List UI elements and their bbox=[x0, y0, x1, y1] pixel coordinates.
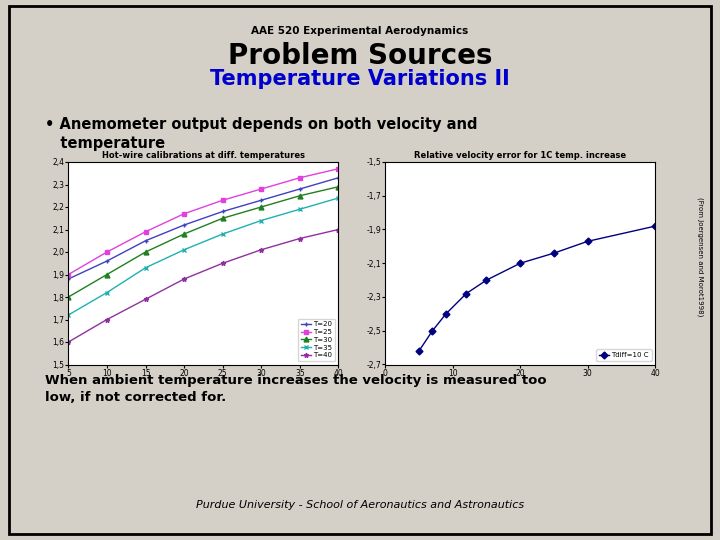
Line: T=25: T=25 bbox=[66, 166, 341, 277]
T=20 bbox=[180, 222, 189, 228]
T=35 bbox=[64, 312, 73, 318]
Tdiff=10 C bbox=[482, 277, 491, 284]
T=30 bbox=[218, 215, 227, 221]
Line: Tdiff=10 C: Tdiff=10 C bbox=[416, 224, 657, 354]
T=35 bbox=[180, 247, 189, 253]
T=30 bbox=[64, 294, 73, 300]
T=25 bbox=[141, 228, 150, 235]
T=25 bbox=[180, 211, 189, 217]
Line: T=30: T=30 bbox=[66, 184, 341, 300]
Text: temperature: temperature bbox=[45, 136, 165, 151]
Text: • Anemometer output depends on both velocity and: • Anemometer output depends on both velo… bbox=[45, 117, 477, 132]
T=35 bbox=[257, 217, 266, 224]
T=40 bbox=[257, 247, 266, 253]
T=40 bbox=[180, 276, 189, 282]
T=40 bbox=[64, 339, 73, 345]
Tdiff=10 C bbox=[415, 348, 423, 354]
T=25 bbox=[64, 271, 73, 278]
T=20 bbox=[141, 238, 150, 244]
T=30 bbox=[334, 184, 343, 190]
Tdiff=10 C bbox=[516, 260, 525, 266]
Tdiff=10 C bbox=[428, 327, 437, 334]
T=30 bbox=[141, 249, 150, 255]
Line: T=40: T=40 bbox=[66, 227, 341, 345]
T=35 bbox=[334, 195, 343, 201]
Line: T=35: T=35 bbox=[66, 195, 341, 318]
Line: T=20: T=20 bbox=[66, 176, 341, 281]
T=40 bbox=[295, 235, 304, 242]
T=30 bbox=[257, 204, 266, 210]
Text: Purdue University - School of Aeronautics and Astronautics: Purdue University - School of Aeronautic… bbox=[196, 500, 524, 510]
T=35 bbox=[218, 231, 227, 237]
Text: low, if not corrected for.: low, if not corrected for. bbox=[45, 392, 226, 404]
T=20 bbox=[334, 174, 343, 181]
T=25 bbox=[218, 197, 227, 204]
T=25 bbox=[103, 249, 112, 255]
Text: Problem Sources: Problem Sources bbox=[228, 42, 492, 70]
T=40 bbox=[141, 296, 150, 302]
T=25 bbox=[295, 174, 304, 181]
T=35 bbox=[295, 206, 304, 212]
T=30 bbox=[103, 271, 112, 278]
T=40 bbox=[218, 260, 227, 266]
T=20 bbox=[64, 276, 73, 282]
T=40 bbox=[334, 226, 343, 233]
Legend: T=20, T=25, T=30, T=35, T=40: T=20, T=25, T=30, T=35, T=40 bbox=[298, 319, 335, 361]
Legend: Tdiff=10 C: Tdiff=10 C bbox=[596, 349, 652, 361]
T=35 bbox=[141, 265, 150, 271]
T=20 bbox=[103, 258, 112, 264]
Text: (From Joergensen and Morot1998): (From Joergensen and Morot1998) bbox=[696, 197, 703, 316]
T=30 bbox=[180, 231, 189, 237]
Title: Relative velocity error for 1C temp. increase: Relative velocity error for 1C temp. inc… bbox=[414, 151, 626, 160]
Title: Hot-wire calibrations at diff. temperatures: Hot-wire calibrations at diff. temperatu… bbox=[102, 151, 305, 160]
T=20 bbox=[295, 186, 304, 192]
Text: Temperature Variations II: Temperature Variations II bbox=[210, 69, 510, 90]
Tdiff=10 C bbox=[651, 223, 660, 230]
T=20 bbox=[218, 208, 227, 215]
T=20 bbox=[257, 197, 266, 204]
Tdiff=10 C bbox=[549, 250, 558, 256]
T=30 bbox=[295, 192, 304, 199]
T=25 bbox=[257, 186, 266, 192]
Tdiff=10 C bbox=[583, 238, 592, 245]
Text: When ambient temperature increases the velocity is measured too: When ambient temperature increases the v… bbox=[45, 374, 546, 387]
T=25 bbox=[334, 165, 343, 172]
Tdiff=10 C bbox=[441, 310, 450, 317]
T=35 bbox=[103, 289, 112, 296]
Text: AAE 520 Experimental Aerodynamics: AAE 520 Experimental Aerodynamics bbox=[251, 26, 469, 36]
Tdiff=10 C bbox=[462, 291, 471, 297]
T=40 bbox=[103, 316, 112, 323]
